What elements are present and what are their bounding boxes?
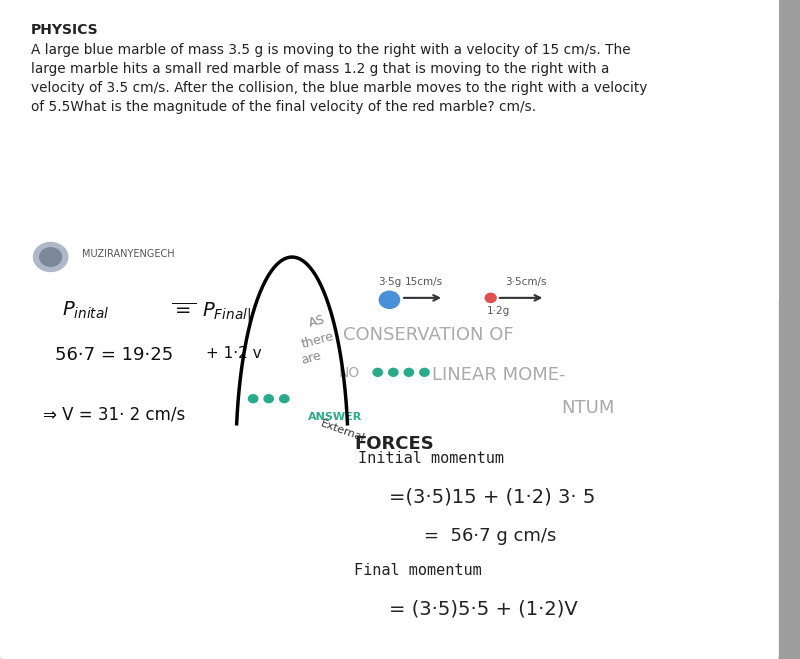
Circle shape xyxy=(420,368,429,376)
Circle shape xyxy=(404,368,414,376)
Text: =(3·5)15 + (1·2) 3· 5: =(3·5)15 + (1·2) 3· 5 xyxy=(390,488,596,507)
Text: 3·5g: 3·5g xyxy=(378,277,401,287)
Text: 3·5cm/s: 3·5cm/s xyxy=(505,277,546,287)
Text: 15cm/s: 15cm/s xyxy=(405,277,443,287)
Text: ⇒ V = 31· 2 cm/s: ⇒ V = 31· 2 cm/s xyxy=(43,405,185,423)
Text: there: there xyxy=(300,330,335,351)
Circle shape xyxy=(249,395,258,403)
Text: CONSERVATION OF: CONSERVATION OF xyxy=(342,326,514,344)
Text: 56·7 = 19·25: 56·7 = 19·25 xyxy=(54,346,173,364)
Text: NTUM: NTUM xyxy=(561,399,614,416)
Text: NO: NO xyxy=(338,366,360,380)
Circle shape xyxy=(486,293,496,302)
Circle shape xyxy=(264,395,274,403)
Text: =  56·7 g cm/s: = 56·7 g cm/s xyxy=(425,527,557,545)
Circle shape xyxy=(389,368,398,376)
Text: MUZIRANYENGECH: MUZIRANYENGECH xyxy=(82,248,174,259)
Text: are: are xyxy=(300,349,323,367)
Text: Initial momentum: Initial momentum xyxy=(358,451,504,467)
Text: External: External xyxy=(319,418,366,444)
Circle shape xyxy=(379,291,399,308)
FancyBboxPatch shape xyxy=(0,270,779,659)
Text: A large blue marble of mass 3.5 g is moving to the right with a velocity of 15 c: A large blue marble of mass 3.5 g is mov… xyxy=(31,43,647,114)
Text: LINEAR MOME-: LINEAR MOME- xyxy=(432,366,566,384)
Text: $P_{inital}$: $P_{inital}$ xyxy=(62,300,110,321)
Text: $\overline{=}$: $\overline{=}$ xyxy=(171,300,198,319)
Circle shape xyxy=(34,243,68,272)
Text: Final momentum: Final momentum xyxy=(354,563,482,579)
Text: + 1·2 v: + 1·2 v xyxy=(206,346,262,361)
Text: 1·2g: 1·2g xyxy=(486,306,510,316)
Text: $P_{Final|}$: $P_{Final|}$ xyxy=(202,300,251,325)
Bar xyxy=(0,0,779,300)
Text: = (3·5)5·5 + (1·2)V: = (3·5)5·5 + (1·2)V xyxy=(390,600,578,619)
Text: PHYSICS: PHYSICS xyxy=(31,23,98,37)
Text: AS: AS xyxy=(308,313,327,330)
Text: ANSWER: ANSWER xyxy=(308,412,362,422)
Circle shape xyxy=(373,368,382,376)
Circle shape xyxy=(279,395,289,403)
Circle shape xyxy=(40,248,62,266)
Text: FORCES: FORCES xyxy=(354,435,434,453)
